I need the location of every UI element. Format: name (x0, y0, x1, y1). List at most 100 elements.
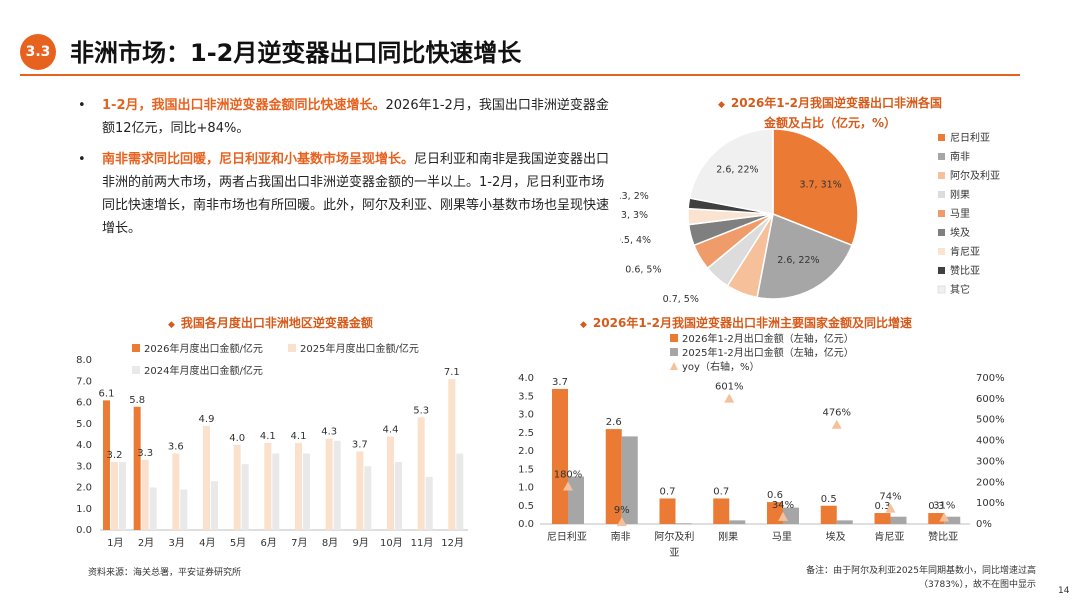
bar (944, 516, 961, 524)
legend-label: 2026年月度出口金额/亿元 (144, 342, 263, 355)
y-tick-label: 2.0 (518, 446, 534, 457)
section-badge: 3.3 (20, 34, 56, 70)
page-number: 14 (1058, 586, 1070, 596)
yoy-data-label: 601% (715, 382, 744, 393)
bar (295, 442, 302, 530)
bar (264, 442, 272, 530)
bar (141, 459, 149, 530)
y-tick-label: 3.5 (518, 391, 534, 402)
x-tick-label: 11月 (411, 537, 434, 549)
x-tick-label: 7月 (291, 537, 307, 549)
y-tick-label: 2.0 (76, 483, 92, 494)
bar (356, 451, 364, 530)
yoy-data-label: 476% (822, 408, 851, 419)
footnote-line2: （3783%），故不在图中显示 (919, 580, 1036, 590)
pie-legend-swatch (938, 267, 945, 274)
bar (364, 466, 372, 530)
bar (233, 445, 241, 530)
y-tick-label: 5.0 (76, 419, 92, 430)
legend-swatch (670, 334, 678, 342)
pie-legend-label: 马里 (950, 208, 970, 220)
bar-data-label: 6.1 (99, 388, 115, 399)
pie-title-line1: 2026年1-2月我国逆变器出口非洲各国 (730, 96, 942, 110)
yoy-marker (831, 419, 842, 429)
pie-legend-label: 其它 (950, 283, 970, 296)
diamond-icon: ◆ (168, 320, 175, 330)
yoy-marker (939, 512, 950, 522)
x-tick-label: 亚 (669, 548, 679, 559)
pie-data-label: 3.7, 31% (799, 179, 841, 190)
bar (874, 513, 891, 524)
bullet-highlight: 1-2月，我国出口非洲逆变器金额同比快速增长。 (102, 98, 386, 113)
bar (767, 502, 783, 524)
bar-data-label: 0.6 (767, 490, 783, 501)
bar (272, 453, 280, 530)
y2-tick-label: 400% (976, 436, 1005, 447)
bar-data-label: 4.0 (229, 433, 245, 444)
yoy-data-label: 34% (772, 500, 794, 511)
footnote: 备注：由于阿尔及利亚2025年同期基数小，同比增速过高 （3783%），故不在图… (746, 564, 1036, 592)
bar (659, 498, 676, 524)
bar-data-label: 4.9 (199, 414, 215, 425)
y2-tick-label: 0% (976, 519, 992, 530)
x-tick-label: 6月 (260, 537, 276, 549)
x-tick-label: 阿尔及利 (654, 530, 694, 543)
legend-swatch (288, 344, 296, 352)
country-title-text: 2026年1-2月我国逆变器出口非洲主要国家金额及同比增速 (592, 316, 913, 330)
bar (605, 429, 622, 524)
x-tick-label: 肯尼亚 (874, 530, 904, 543)
y-tick-label: 4.0 (76, 440, 92, 451)
pie-data-label: 0.7, 5% (663, 294, 699, 305)
pie-legend-label: 刚果 (950, 189, 970, 201)
bar (820, 505, 837, 524)
pie-legend-swatch (937, 285, 946, 294)
bar (425, 476, 433, 530)
bar-data-label: 3.2 (107, 450, 123, 461)
pie-data-label: 0.3, 2% (620, 191, 649, 202)
bar (325, 438, 333, 530)
yoy-data-label: 180% (554, 469, 583, 480)
x-tick-label: 12月 (441, 537, 464, 549)
monthly-title-text: 我国各月度出口非洲地区逆变器金额 (180, 316, 373, 330)
bullet-dot-icon: • (78, 152, 86, 167)
pie-legend-label: 埃及 (950, 226, 970, 239)
yoy-marker (563, 481, 573, 491)
pie-legend-label: 赞比亚 (950, 264, 980, 277)
bar (133, 406, 141, 530)
bar-data-label: 0.5 (821, 494, 837, 505)
pie-legend-label: 南非 (950, 150, 970, 163)
pie-legend-swatch (938, 172, 945, 179)
yoy-marker (778, 511, 788, 521)
pie-chart: 3.7, 31%2.6, 22%0.7, 6%0.7, 5%0.6, 5%0.5… (620, 128, 1000, 305)
monthly-chart-title: ◆ 我国各月度出口非洲地区逆变器金额 (168, 314, 373, 334)
pie-legend-swatch (938, 153, 945, 160)
bar-data-label: 0.3 (875, 501, 891, 512)
pie-legend-swatch (938, 210, 945, 217)
bar (149, 487, 157, 530)
y-tick-label: 6.0 (76, 398, 92, 409)
y-tick-label: 1.5 (518, 464, 534, 475)
pie-legend-label: 阿尔及利亚 (950, 169, 1000, 182)
bullet-item: • 南非需求同比回暖，尼日利亚和小基数市场呈现增长。尼日利亚和南非是我国逆变器出… (76, 148, 616, 240)
x-tick-label: 5月 (230, 537, 246, 549)
x-tick-label: 8月 (322, 537, 338, 549)
pie-data-label: 2.6, 22% (777, 255, 819, 266)
title-divider (20, 74, 1020, 76)
bar-data-label: 4.1 (291, 431, 307, 442)
bar-data-label: 7.1 (444, 367, 460, 378)
bullet-highlight: 南非需求同比回暖，尼日利亚和小基数市场呈现增长。 (102, 152, 415, 167)
y-tick-label: 4.0 (518, 373, 534, 384)
yoy-data-label: 31% (933, 501, 955, 512)
pie-legend-swatch (938, 248, 945, 255)
bar (395, 462, 402, 530)
legend-swatch (670, 348, 678, 356)
y-tick-label: 0.0 (518, 519, 534, 530)
legend-label: 2026年1-2月出口金额（左轴，亿元） (682, 332, 854, 345)
bar-data-label: 3.3 (137, 448, 153, 459)
legend-label: 2024年月度出口金额/亿元 (144, 364, 263, 377)
x-tick-label: 3月 (168, 537, 184, 549)
x-tick-label: 9月 (352, 537, 368, 549)
bar-data-label: 5.3 (413, 405, 429, 416)
yoy-marker (724, 393, 735, 403)
y2-tick-label: 300% (976, 456, 1005, 467)
